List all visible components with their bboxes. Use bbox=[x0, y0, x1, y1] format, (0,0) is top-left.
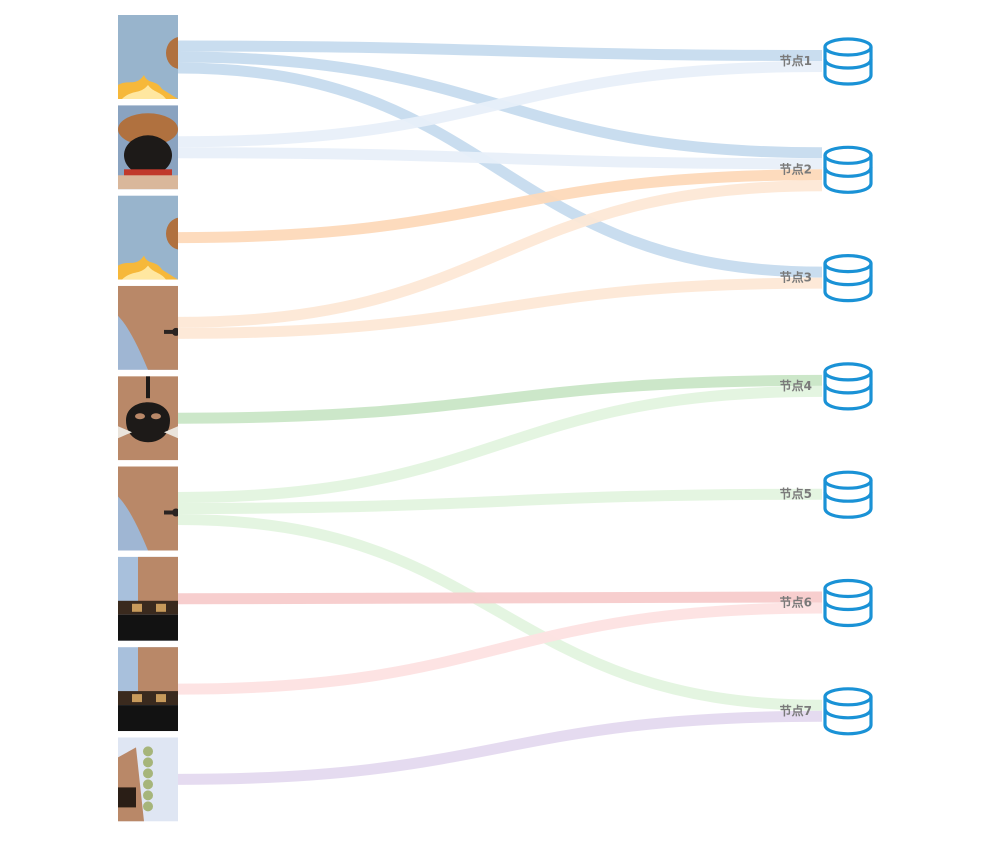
database-icon bbox=[823, 578, 873, 627]
source-node-2[interactable] bbox=[118, 105, 178, 190]
links-layer bbox=[177, 40, 823, 785]
target-label-2: 节点2 bbox=[780, 161, 812, 176]
source-node-4[interactable] bbox=[118, 285, 180, 370]
link-s2-to-t2[interactable] bbox=[177, 147, 823, 170]
link-s1-to-t3[interactable] bbox=[177, 62, 823, 278]
source-node-1[interactable] bbox=[118, 15, 194, 99]
target-nodes: 节点1 节点2 节点3 节点4 节点5 节点6 节点7 bbox=[780, 37, 873, 736]
link-s2-to-t1[interactable] bbox=[177, 61, 823, 148]
database-icon bbox=[823, 687, 873, 736]
database-icon bbox=[823, 362, 873, 411]
source-node-7[interactable] bbox=[118, 556, 178, 641]
target-label-3: 节点3 bbox=[780, 270, 812, 285]
target-label-4: 节点4 bbox=[780, 378, 812, 393]
arm-beads-thumbnail bbox=[118, 737, 178, 822]
link-s8-to-t6[interactable] bbox=[177, 602, 823, 695]
hat-flame-thumbnail bbox=[118, 15, 178, 99]
belt-thumbnail bbox=[118, 647, 178, 732]
jolly-roger-thumbnail bbox=[118, 376, 178, 461]
target-node-6[interactable]: 节点6 bbox=[780, 578, 873, 627]
link-s6-to-t5[interactable] bbox=[177, 488, 823, 514]
link-s6-to-t7[interactable] bbox=[177, 514, 823, 711]
link-s3-to-t2[interactable] bbox=[177, 169, 823, 244]
link-s4-to-t3[interactable] bbox=[177, 277, 823, 339]
database-icon bbox=[823, 37, 873, 86]
belt-thumbnail bbox=[118, 556, 178, 641]
link-s9-to-t7[interactable] bbox=[177, 710, 823, 785]
link-s7-to-t6[interactable] bbox=[177, 591, 823, 605]
hat-face-thumbnail bbox=[118, 105, 178, 190]
source-node-8[interactable] bbox=[118, 647, 178, 732]
target-node-4[interactable]: 节点4 bbox=[780, 362, 873, 411]
target-node-2[interactable]: 节点2 bbox=[780, 145, 873, 194]
target-label-1: 节点1 bbox=[780, 53, 812, 68]
database-icon bbox=[823, 470, 873, 519]
target-label-6: 节点6 bbox=[780, 595, 812, 610]
target-node-5[interactable]: 节点5 bbox=[780, 470, 873, 519]
link-s1-to-t1[interactable] bbox=[177, 40, 823, 61]
source-node-5[interactable] bbox=[118, 376, 178, 461]
link-s5-to-t4[interactable] bbox=[177, 374, 823, 424]
target-label-5: 节点5 bbox=[780, 486, 812, 501]
database-icon bbox=[823, 145, 873, 194]
hat-flame-thumbnail bbox=[118, 195, 178, 280]
target-node-7[interactable]: 节点7 bbox=[780, 687, 873, 736]
target-label-7: 节点7 bbox=[780, 703, 812, 718]
link-s4-to-t2[interactable] bbox=[177, 180, 823, 328]
target-node-1[interactable]: 节点1 bbox=[780, 37, 873, 86]
source-node-6[interactable] bbox=[118, 466, 180, 551]
shoulder-tattoo-thumbnail bbox=[118, 466, 178, 551]
source-node-9[interactable] bbox=[118, 737, 178, 822]
shoulder-tattoo-thumbnail bbox=[118, 285, 178, 370]
database-icon bbox=[823, 254, 873, 303]
source-nodes bbox=[118, 15, 194, 822]
source-node-3[interactable] bbox=[118, 195, 194, 280]
target-node-3[interactable]: 节点3 bbox=[780, 254, 873, 303]
link-s6-to-t4[interactable] bbox=[177, 385, 823, 503]
